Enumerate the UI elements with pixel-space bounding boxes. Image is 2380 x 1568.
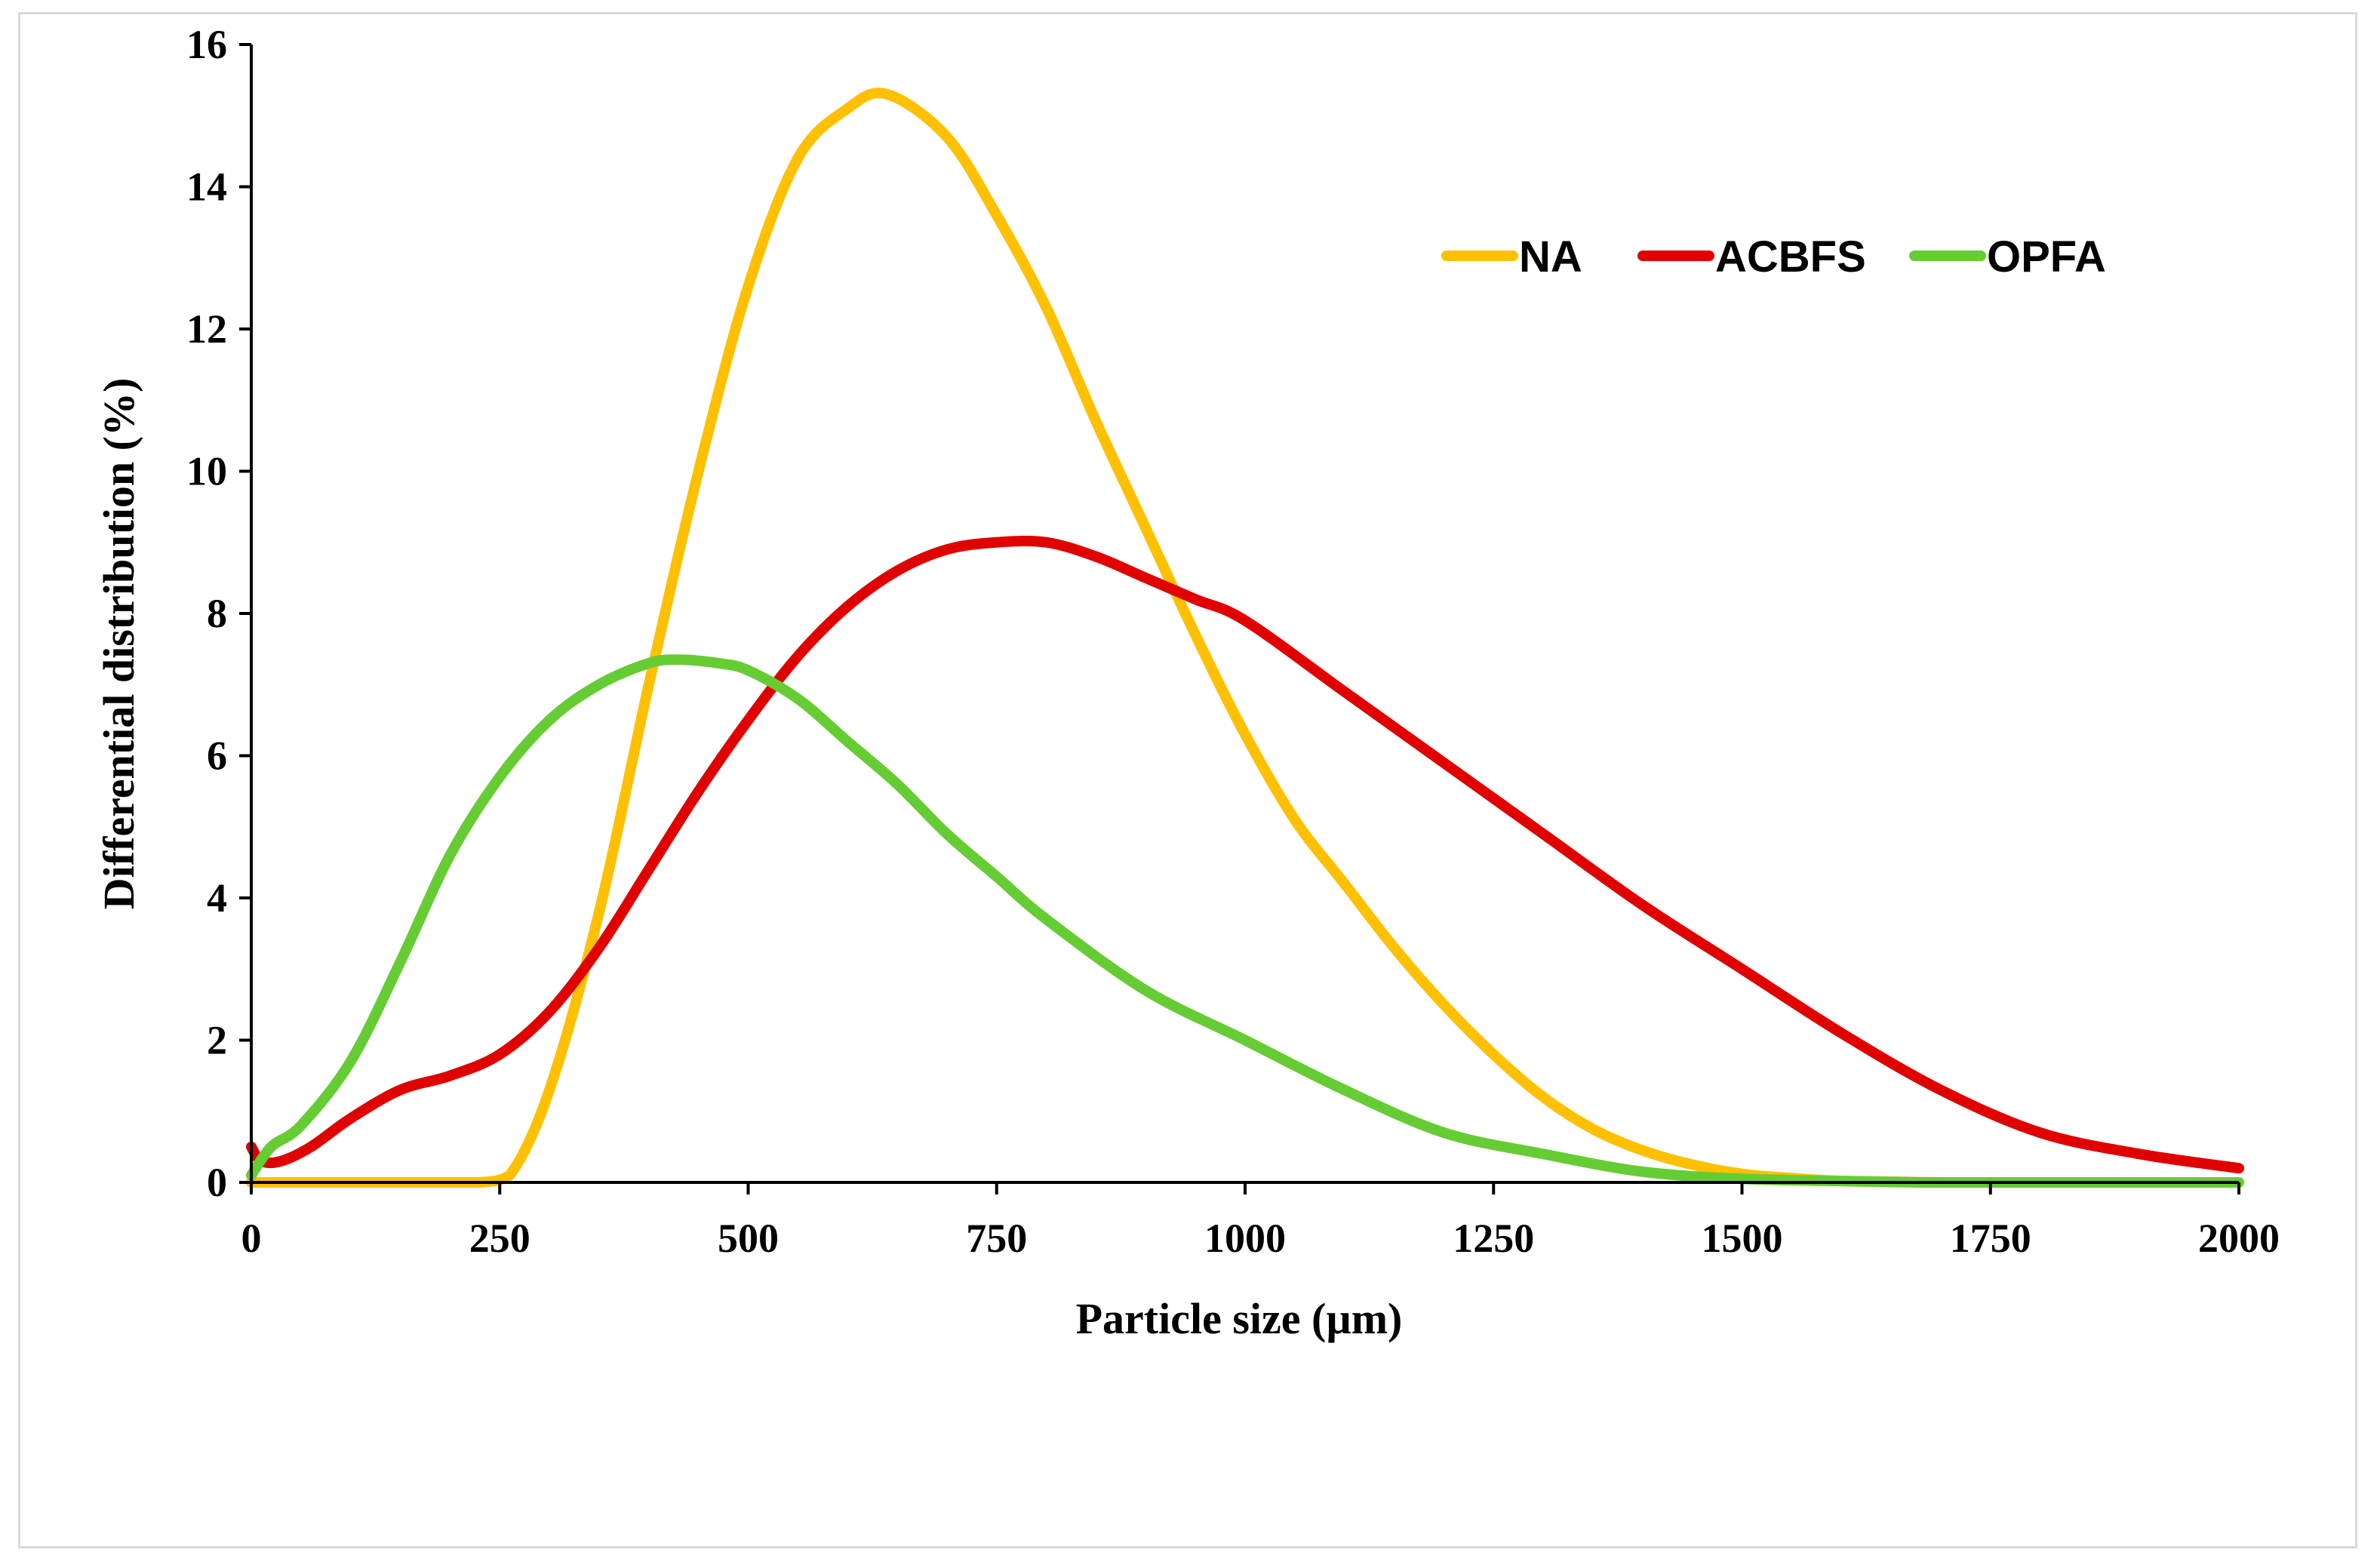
x-tick-label: 500 bbox=[718, 1216, 779, 1261]
legend: NA ACBFS OPFA bbox=[1441, 232, 2106, 281]
x-tick-label: 2000 bbox=[2198, 1216, 2280, 1261]
series-layer bbox=[246, 88, 2244, 1188]
chart-frame: 0 2 4 6 8 10 12 14 16 0 250 500 750 1000 1250 1500 1750 2… bbox=[18, 12, 2357, 1548]
ticks-layer: 0 2 4 6 8 10 12 14 16 0 250 500 750 1000 1250 1500 1750 2… bbox=[186, 22, 2280, 1261]
y-axis-title: Differential distribution (%) bbox=[94, 378, 143, 910]
x-tick-label: 0 bbox=[241, 1216, 262, 1261]
series-line-opfa bbox=[246, 654, 2244, 1188]
x-tick-label: 1750 bbox=[1950, 1216, 2031, 1261]
x-tick-label: 1000 bbox=[1204, 1216, 1286, 1261]
legend-label-acbfs: ACBFS bbox=[1715, 232, 1866, 281]
y-tick-label: 14 bbox=[186, 164, 227, 210]
x-tick-label: 750 bbox=[966, 1216, 1027, 1261]
y-tick-label: 8 bbox=[207, 591, 227, 636]
x-axis-title: Particle size (µm) bbox=[1076, 1294, 1403, 1343]
line-chart: 0 2 4 6 8 10 12 14 16 0 250 500 750 1000 1250 1500 1750 2… bbox=[94, 22, 2280, 1343]
y-tick-label: 10 bbox=[186, 449, 227, 494]
legend-label-opfa: OPFA bbox=[1987, 232, 2106, 281]
y-tick-label: 6 bbox=[207, 733, 227, 779]
x-tick-label: 1250 bbox=[1453, 1216, 1534, 1261]
x-tick-label: 1500 bbox=[1702, 1216, 1783, 1261]
y-tick-label: 12 bbox=[186, 306, 227, 352]
x-tick-label: 250 bbox=[469, 1216, 530, 1261]
y-tick-label: 0 bbox=[207, 1160, 227, 1205]
y-tick-label: 4 bbox=[207, 875, 227, 921]
series-line-acbfs bbox=[246, 535, 2244, 1174]
legend-label-na: NA bbox=[1519, 232, 1582, 281]
y-tick-label: 2 bbox=[207, 1018, 227, 1063]
y-tick-label: 16 bbox=[186, 22, 227, 67]
